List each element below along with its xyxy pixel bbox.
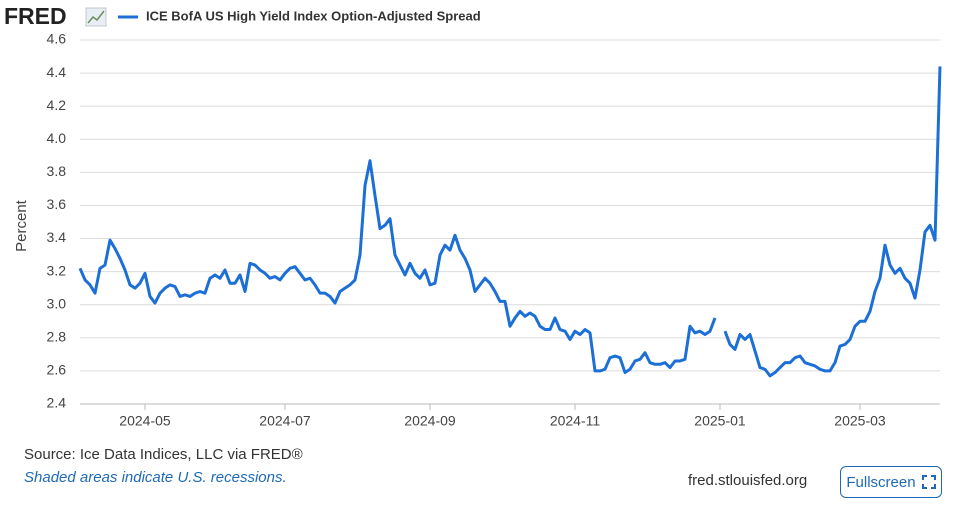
site-url: fred.stlouisfed.org [688, 472, 808, 489]
y-tick-label: 3.8 [47, 163, 67, 179]
x-tick-label: 2024-07 [259, 413, 311, 429]
y-tick-label: 4.4 [47, 64, 67, 80]
chart: FRED Percent 2.4 2.6 2.8 3.0 3.2 3.4 3.6 3.8 4.0… [4, 3, 942, 429]
series-line [78, 66, 942, 378]
x-tick-label: 2025-01 [694, 413, 746, 429]
fullscreen-icon [921, 475, 936, 489]
y-tick-label: 4.2 [47, 97, 67, 113]
logo: FRED [4, 3, 67, 29]
y-tick-label: 2.4 [47, 395, 67, 411]
x-tick-label: 2024-05 [119, 413, 171, 429]
y-tick-label: 4.0 [47, 130, 67, 146]
button-label: Fullscreen [846, 473, 916, 491]
fullscreen-button[interactable]: Fullscreen [840, 466, 942, 498]
legend-label: ICE BofA US High Yield Index Option-Adju… [146, 8, 481, 23]
y-tick-label: 2.8 [47, 329, 67, 345]
y-tick-label: 3.4 [47, 229, 67, 245]
y-tick-label: 3.2 [47, 262, 67, 278]
recession-note: Shaded areas indicate U.S. recessions. [24, 469, 287, 486]
x-tick-label: 2025-03 [834, 413, 886, 429]
y-tick-label: 3.0 [47, 295, 67, 311]
y-tick-label: 4.6 [47, 31, 67, 47]
x-tick-label: 2024-11 [550, 413, 601, 429]
x-tick-label: 2024-09 [404, 413, 456, 429]
y-tick-label: 3.6 [47, 196, 67, 212]
y-tick-label: 2.6 [47, 362, 67, 378]
source: Source: Ice Data Indices, LLC via FRED® [24, 446, 303, 463]
y-axis-label: Percent [13, 199, 30, 252]
logo-icon [85, 7, 107, 27]
